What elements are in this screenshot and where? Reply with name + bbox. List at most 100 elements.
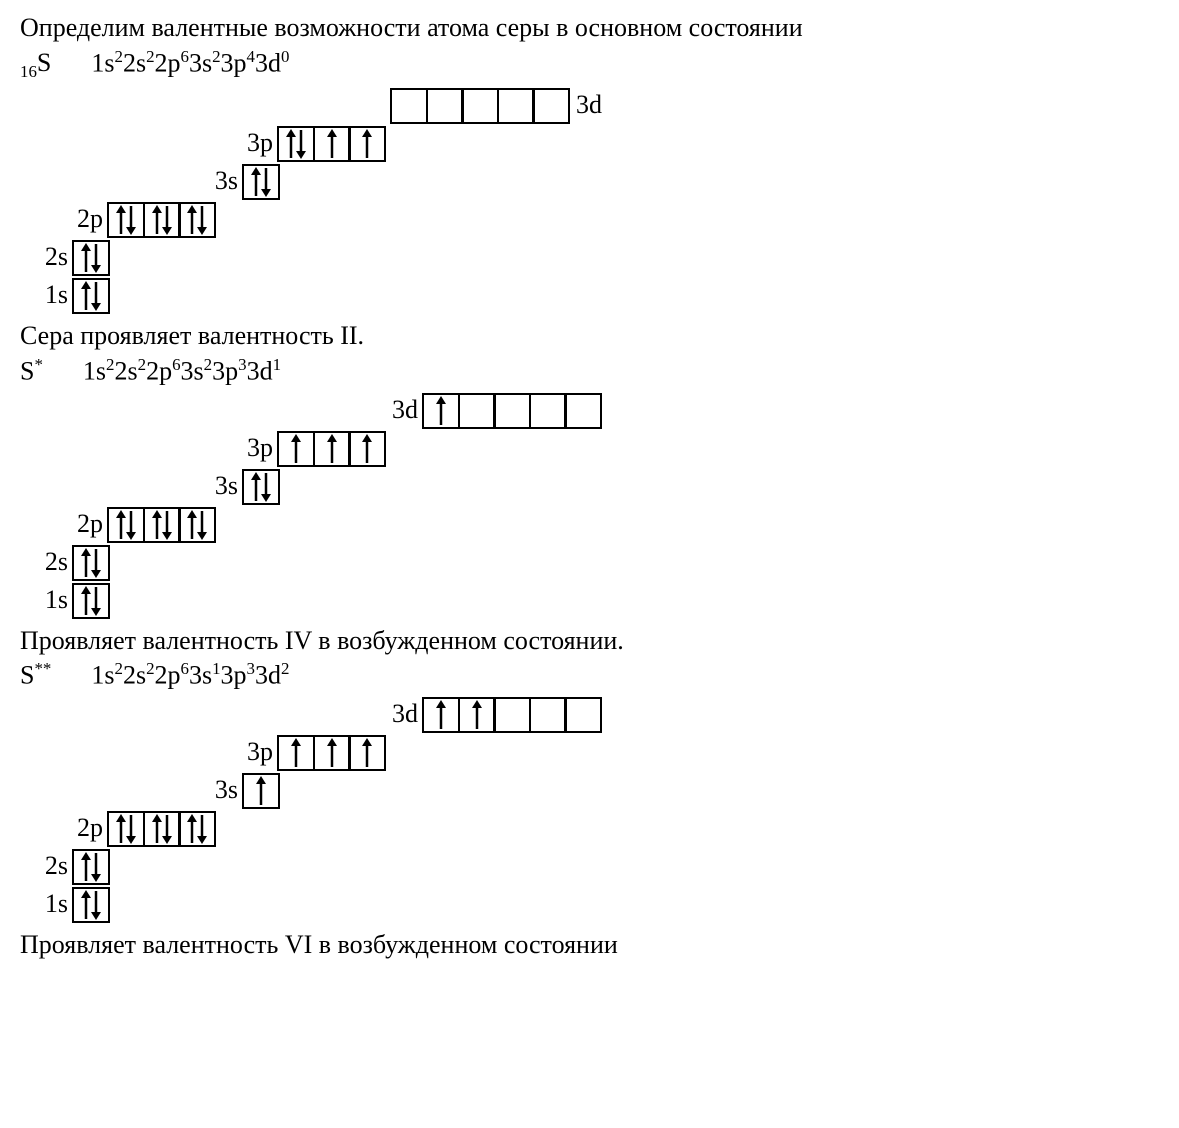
- orbital-cell: [390, 88, 428, 124]
- orbital-cell: [178, 507, 216, 543]
- spin-up-icon: [152, 814, 162, 844]
- orbital-cell: [72, 583, 110, 619]
- spin-up-icon: [116, 814, 126, 844]
- orbital-row: 3d: [20, 86, 1159, 124]
- orbital-label: 3d: [390, 391, 418, 429]
- spin-down-icon: [91, 548, 101, 578]
- spin-down-icon: [91, 243, 101, 273]
- orbital-cell: [313, 126, 351, 162]
- orbital-cell: [313, 431, 351, 467]
- orbital-label: 3p: [245, 429, 273, 467]
- species-symbol: S**: [20, 659, 51, 691]
- orbital-label: 1s: [40, 581, 68, 619]
- orbital-cell: [313, 735, 351, 771]
- orbital-boxes: [72, 887, 110, 923]
- orbital-cell: [348, 431, 386, 467]
- spin-up-icon: [251, 472, 261, 502]
- orbital-label: 3d: [390, 695, 418, 733]
- spin-up-icon: [251, 167, 261, 197]
- intro-text: Определим валентные возможности атома се…: [20, 12, 1159, 45]
- orbital-boxes: [72, 278, 110, 314]
- spin-down-icon: [91, 281, 101, 311]
- spin-down-icon: [91, 852, 101, 882]
- spin-up-icon: [436, 396, 446, 426]
- orbital-row: 3d: [20, 695, 1159, 733]
- orbital-label: 1s: [40, 276, 68, 314]
- spin-up-icon: [116, 510, 126, 540]
- species-symbol: S*: [20, 355, 43, 387]
- content-root: 16S 1s22s22p63s23p43d0 3d3p 3s 2p: [20, 47, 1159, 962]
- orbital-diagram: 3d 3p 3s 2p: [20, 391, 1159, 619]
- orbital-cell: [493, 697, 531, 733]
- electron-config: 1s22s22p63s13p33d2: [91, 659, 289, 691]
- orbital-row: 3s: [20, 467, 1159, 505]
- orbital-cell: [458, 393, 496, 429]
- electron-config: 1s22s22p63s23p33d1: [83, 355, 281, 387]
- orbital-row: 2s: [20, 238, 1159, 276]
- orbital-cell: [72, 545, 110, 581]
- orbital-boxes: [107, 811, 216, 847]
- orbital-row: 3p: [20, 124, 1159, 162]
- orbital-cell: [143, 202, 181, 238]
- spin-down-icon: [296, 129, 306, 159]
- orbital-cell: [72, 278, 110, 314]
- orbital-cell: [277, 126, 315, 162]
- orbital-label: 2p: [75, 200, 103, 238]
- spin-down-icon: [91, 890, 101, 920]
- orbital-row: 1s: [20, 276, 1159, 314]
- orbital-row: 3p: [20, 429, 1159, 467]
- orbital-row: 3p: [20, 733, 1159, 771]
- orbital-label: 3s: [210, 467, 238, 505]
- spin-up-icon: [152, 510, 162, 540]
- orbital-label: 2p: [75, 809, 103, 847]
- orbital-row: 3d: [20, 391, 1159, 429]
- spin-up-icon: [436, 700, 446, 730]
- spin-down-icon: [197, 510, 207, 540]
- species-config: S* 1s22s22p63s23p33d1: [20, 355, 1159, 387]
- orbital-cell: [143, 507, 181, 543]
- orbital-boxes: [242, 164, 280, 200]
- orbital-row: 1s: [20, 885, 1159, 923]
- spin-down-icon: [197, 205, 207, 235]
- spin-up-icon: [362, 434, 372, 464]
- orbital-label: 3p: [245, 733, 273, 771]
- orbital-boxes: [72, 583, 110, 619]
- spin-up-icon: [327, 434, 337, 464]
- orbital-boxes: [107, 202, 216, 238]
- spin-up-icon: [81, 281, 91, 311]
- orbital-cell: [143, 811, 181, 847]
- spin-up-icon: [256, 776, 266, 806]
- spin-down-icon: [126, 814, 136, 844]
- orbital-cell: [493, 393, 531, 429]
- orbital-label: 3s: [210, 771, 238, 809]
- orbital-label: 2p: [75, 505, 103, 543]
- orbital-cell: [564, 697, 602, 733]
- spin-up-icon: [187, 814, 197, 844]
- species-config: S** 1s22s22p63s13p33d2: [20, 659, 1159, 691]
- orbital-boxes: [242, 773, 280, 809]
- orbital-row: 2s: [20, 847, 1159, 885]
- orbital-cell: [242, 773, 280, 809]
- orbital-boxes: [277, 126, 386, 162]
- spin-up-icon: [187, 205, 197, 235]
- spin-up-icon: [291, 738, 301, 768]
- spin-up-icon: [362, 738, 372, 768]
- orbital-boxes: [277, 735, 386, 771]
- orbital-cell: [529, 393, 567, 429]
- orbital-boxes: [72, 849, 110, 885]
- orbital-cell: [107, 811, 145, 847]
- orbital-cell: [348, 126, 386, 162]
- spin-up-icon: [81, 586, 91, 616]
- orbital-boxes: [242, 469, 280, 505]
- spin-up-icon: [81, 243, 91, 273]
- electron-config: 1s22s22p63s23p43d0: [91, 47, 289, 79]
- orbital-cell: [458, 697, 496, 733]
- species-config: 16S 1s22s22p63s23p43d0: [20, 47, 1159, 83]
- orbital-cell: [178, 202, 216, 238]
- orbital-boxes: [390, 88, 570, 124]
- orbital-row: 3s: [20, 162, 1159, 200]
- orbital-label: 2s: [40, 847, 68, 885]
- spin-up-icon: [116, 205, 126, 235]
- spin-up-icon: [81, 548, 91, 578]
- orbital-boxes: [72, 240, 110, 276]
